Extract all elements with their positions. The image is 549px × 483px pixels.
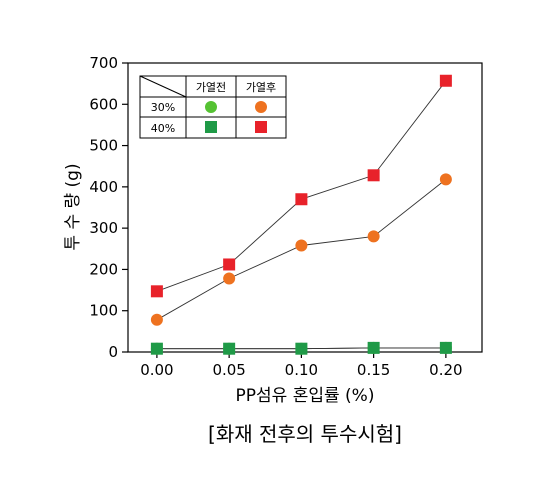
data-point (367, 230, 380, 243)
legend-col-label: 가열전 (196, 81, 226, 94)
data-point (223, 258, 236, 271)
data-point (439, 74, 452, 87)
legend-row-label: 40% (151, 122, 175, 135)
data-point (295, 342, 308, 355)
data-point (150, 342, 163, 355)
legend-markers (205, 101, 267, 133)
y-tick-label: 400 (89, 178, 118, 196)
legend-marker (205, 121, 217, 133)
y-tick-label: 0 (108, 343, 118, 361)
legend-col-label: 가열후 (246, 81, 276, 94)
data-point (367, 169, 380, 182)
y-tick-label: 500 (89, 137, 118, 155)
y-tick-label: 700 (89, 54, 118, 72)
data-point (295, 239, 308, 252)
data-point (367, 341, 380, 354)
x-tick-label: 0.15 (357, 361, 390, 379)
figure-caption: [화재 전후의 투수시험] (208, 422, 402, 446)
legend-marker (255, 121, 267, 133)
x-tick-label: 0.20 (429, 361, 462, 379)
y-tick-label: 100 (89, 302, 118, 320)
y-axis-ticks: 0 100 200 300 400 500 600 700 (89, 54, 128, 361)
x-tick-label: 0.10 (285, 361, 318, 379)
legend-marker (255, 101, 267, 113)
y-tick-label: 200 (89, 260, 118, 278)
x-axis-ticks: 0.00 0.05 0.10 0.15 0.20 (140, 352, 463, 379)
data-point (223, 342, 236, 355)
y-tick-label: 300 (89, 219, 118, 237)
x-axis-title: PP섬유 혼입률 (%) (236, 386, 375, 406)
data-point (150, 313, 163, 326)
y-axis-title: 투 수 량 (g) (63, 163, 83, 250)
data-point (439, 173, 452, 186)
data-point (150, 285, 163, 298)
legend: 가열전 가열후 30% 40% (139, 75, 287, 139)
legend-marker (205, 101, 217, 113)
y-tick-label: 600 (89, 95, 118, 113)
data-point (295, 193, 308, 206)
x-tick-label: 0.05 (212, 361, 245, 379)
data-point (439, 341, 452, 354)
x-tick-label: 0.00 (140, 361, 173, 379)
legend-diagonal (139, 75, 187, 98)
series-points (150, 74, 452, 355)
legend-row-label: 30% (151, 101, 175, 114)
data-point (223, 272, 236, 285)
